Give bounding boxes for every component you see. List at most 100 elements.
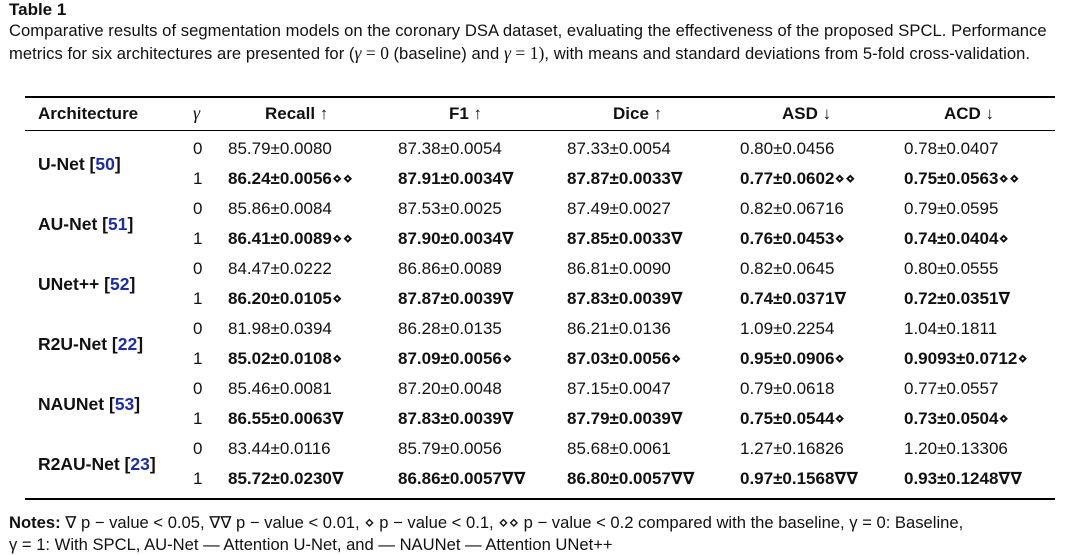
recall-cell: 85.72±0.0230∇	[228, 469, 344, 488]
recall-cell: 85.02±0.0108⋄	[228, 349, 343, 368]
acd-cell: 1.04±0.1811	[904, 319, 998, 338]
recall-cell: 86.20±0.0105⋄	[228, 289, 343, 308]
gamma-cell: 1	[193, 349, 203, 368]
asd-cell: 1.09±0.2254	[740, 319, 835, 338]
f1-cell: 86.28±0.0135	[398, 319, 502, 338]
architecture-label: R2U-Net [	[38, 334, 118, 354]
recall-cell: 85.46±0.0081	[228, 379, 332, 398]
gamma-cell: 0	[193, 319, 203, 338]
acd-cell: 0.72±0.0351∇	[904, 289, 1011, 308]
acd-cell: 0.74±0.0404⋄	[904, 229, 1010, 248]
f1-cell: 87.87±0.0039∇	[398, 289, 514, 308]
architecture-name: U-Net [50]	[38, 154, 121, 174]
dice-cell: 87.03±0.0056⋄	[567, 349, 682, 368]
acd-cell: 0.78±0.0407	[904, 139, 999, 158]
citation-link[interactable]: 51	[108, 214, 128, 234]
gamma-cell: 0	[193, 139, 203, 158]
gamma-cell: 1	[193, 469, 203, 488]
asd-cell: 0.97±0.1568∇∇	[740, 469, 859, 488]
recall-cell: 85.79±0.0080	[228, 139, 332, 158]
citation-link[interactable]: 23	[130, 454, 150, 474]
asd-cell: 0.82±0.0645	[740, 259, 835, 278]
recall-cell: 86.41±0.0089⋄⋄	[228, 229, 354, 248]
gamma-cell: 1	[193, 409, 203, 428]
recall-cell: 83.44±0.0116	[228, 439, 331, 458]
acd-cell: 0.75±0.0563⋄⋄	[904, 169, 1020, 188]
recall-cell: 81.98±0.0394	[228, 319, 332, 338]
f1-cell: 86.86±0.0057∇∇	[398, 469, 526, 488]
gamma-cell: 0	[193, 259, 203, 278]
f1-cell: 87.90±0.0034∇	[398, 229, 514, 248]
dice-cell: 87.87±0.0033∇	[567, 169, 683, 188]
header-f1: F1 ↑	[449, 104, 483, 123]
dice-cell: 86.81±0.0090	[567, 259, 671, 278]
f1-cell: 87.38±0.0054	[398, 139, 502, 158]
recall-cell: 84.47±0.0222	[228, 259, 332, 278]
f1-cell: 87.09±0.0056⋄	[398, 349, 513, 368]
recall-cell: 86.24±0.0056⋄⋄	[228, 169, 354, 188]
citation-link[interactable]: 50	[95, 154, 115, 174]
header-rule	[25, 130, 1055, 131]
recall-cell: 86.55±0.0063∇	[228, 409, 344, 428]
asd-cell: 0.75±0.0544⋄	[740, 409, 846, 428]
top-rule	[25, 96, 1055, 98]
asd-cell: 0.82±0.06716	[740, 199, 844, 218]
asd-cell: 0.77±0.0602⋄⋄	[740, 169, 856, 188]
architecture-label: R2AU-Net [	[38, 454, 131, 474]
gamma-cell: 0	[193, 439, 203, 458]
table-label: Table 1	[9, 0, 67, 19]
citation-link[interactable]: 53	[114, 394, 135, 414]
citation-link[interactable]: 22	[117, 334, 138, 354]
architecture-label: UNet++ [	[38, 274, 110, 294]
f1-cell: 87.20±0.0048	[398, 379, 502, 398]
dice-cell: 87.33±0.0054	[567, 139, 671, 158]
asd-cell: 0.79±0.0618	[740, 379, 835, 398]
dice-cell: 87.85±0.0033∇	[567, 229, 683, 248]
architecture-label: NAUNet [	[38, 394, 115, 414]
asd-cell: 0.76±0.0453⋄	[740, 229, 846, 248]
gamma-cell: 0	[193, 379, 203, 398]
gamma-cell: 1	[193, 229, 203, 248]
header-recall: Recall ↑	[265, 104, 329, 123]
architecture-name: NAUNet [53]	[38, 394, 141, 414]
header-dice: Dice ↑	[613, 104, 663, 123]
asd-cell: 0.80±0.0456	[740, 139, 835, 158]
asd-cell: 0.95±0.0906⋄	[740, 349, 846, 368]
dice-cell: 87.15±0.0047	[567, 379, 671, 398]
dice-cell: 86.21±0.0136	[567, 319, 671, 338]
dice-cell: 86.80±0.0057∇∇	[567, 469, 695, 488]
gamma-cell: 1	[193, 169, 203, 188]
dice-cell: 85.68±0.0061	[567, 439, 671, 458]
f1-cell: 86.86±0.0089	[398, 259, 502, 278]
header-asd: ASD ↓	[782, 104, 832, 123]
f1-cell: 87.91±0.0034∇	[398, 169, 514, 188]
gamma-cell: 1	[193, 289, 203, 308]
acd-cell: 0.77±0.0557	[904, 379, 999, 398]
f1-cell: 85.79±0.0056	[398, 439, 502, 458]
table-notes: Notes: ∇ p − value < 0.05, ∇∇ p − value …	[9, 513, 964, 532]
acd-cell: 0.93±0.1248∇∇	[904, 469, 1023, 488]
header-gamma: γ	[193, 103, 201, 123]
dice-cell: 87.49±0.0027	[567, 199, 671, 218]
f1-cell: 87.53±0.0025	[398, 199, 502, 218]
architecture-name: R2U-Net [22]	[38, 334, 144, 354]
dice-cell: 87.83±0.0039∇	[567, 289, 683, 308]
dice-cell: 87.79±0.0039∇	[567, 409, 683, 428]
header-architecture: Architecture	[38, 104, 139, 123]
table-notes-continued: γ = 1: With SPCL, AU-Net — Attention U-N…	[9, 535, 613, 554]
architecture-name: R2AU-Net [23]	[38, 454, 156, 474]
acd-cell: 0.73±0.0504⋄	[904, 409, 1010, 428]
citation-link[interactable]: 52	[109, 274, 130, 294]
recall-cell: 85.86±0.0084	[228, 199, 332, 218]
f1-cell: 87.83±0.0039∇	[398, 409, 514, 428]
header-acd: ACD ↓	[944, 104, 995, 123]
acd-cell: 1.20±0.13306	[904, 439, 1008, 458]
architecture-label: AU-Net [	[38, 214, 108, 234]
architecture-label: U-Net [	[38, 154, 96, 174]
acd-cell: 0.79±0.0595	[904, 199, 999, 218]
acd-cell: 0.80±0.0555	[904, 259, 999, 278]
architecture-name: UNet++ [52]	[38, 274, 136, 294]
gamma-cell: 0	[193, 199, 203, 218]
bottom-rule	[25, 498, 1055, 500]
